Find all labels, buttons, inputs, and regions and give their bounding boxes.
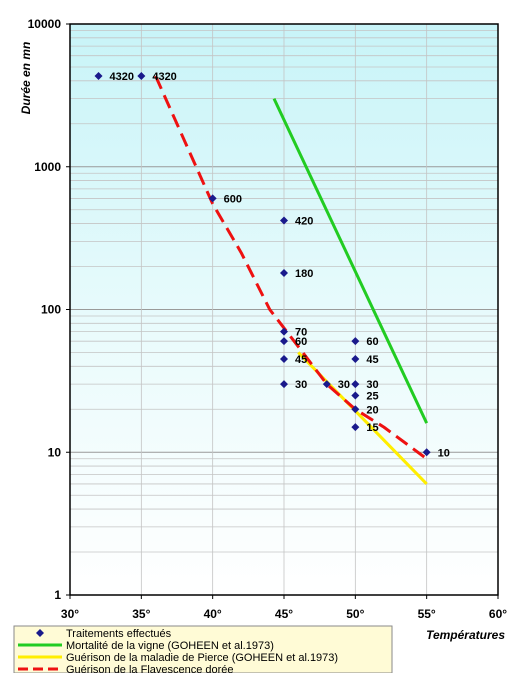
x-tick-label: 50° [346, 607, 364, 621]
y-axis-label: Durée en mn [19, 42, 33, 115]
data-label: 60 [366, 336, 378, 348]
data-label: 30 [295, 379, 307, 391]
y-tick-label: 1 [54, 588, 61, 602]
data-point-traitements [351, 405, 360, 414]
legend-item-pierce: Guérison de la maladie de Pierce (GOHEEN… [18, 652, 338, 664]
legend-label-flavescence: Guérison de la Flavescence dorée [66, 664, 234, 673]
data-point-traitements [208, 194, 217, 203]
y-tick-label: 10000 [28, 17, 62, 31]
x-tick-label: 55° [418, 607, 436, 621]
data-point-traitements [280, 216, 288, 225]
data-label: 30 [338, 379, 350, 391]
data-point-traitements [351, 423, 360, 432]
y-tick-label: 1000 [34, 160, 61, 174]
data-label: 30 [366, 379, 378, 391]
data-point-traitements [422, 448, 431, 457]
data-point-traitements [351, 337, 360, 346]
data-point-traitements [280, 269, 288, 278]
data-point-traitements [280, 327, 288, 336]
data-point-traitements [280, 355, 288, 364]
legend-box [13, 625, 393, 674]
data-label: 420 [295, 216, 313, 228]
data-label: 15 [366, 422, 378, 434]
data-label: 20 [366, 404, 378, 416]
marker-layer [94, 72, 431, 457]
data-label: 45 [366, 354, 378, 366]
x-tick-label: 60° [489, 607, 507, 621]
legend: Traitements effectués Mortalité de la vi… [13, 625, 393, 676]
x-tick-label: 30° [61, 607, 79, 621]
data-label: 45 [295, 354, 307, 366]
data-point-traitements [322, 380, 331, 389]
legend-label-traitements: Traitements effectués [66, 628, 172, 640]
data-point-traitements [94, 72, 103, 81]
x-tick-label: 40° [204, 607, 222, 621]
data-label: 600 [224, 193, 242, 205]
data-point-traitements [351, 355, 360, 364]
data-label: 4320 [110, 71, 134, 83]
data-label: 180 [295, 268, 313, 280]
y-tick-label: 10 [48, 445, 62, 459]
data-point-traitements [137, 72, 146, 81]
legend-item-traitements: Traitements effectués [36, 628, 172, 640]
legend-marker-traitements-icon [36, 629, 44, 637]
x-axis-label: Températures [426, 628, 505, 642]
data-point-traitements [280, 380, 288, 389]
data-label: 60 [295, 336, 307, 348]
data-label: 70 [295, 327, 307, 339]
y-tick-label: 100 [41, 303, 61, 317]
legend-label-mortalite: Mortalité de la vigne (GOHEEN et al.1973… [66, 640, 274, 652]
legend-item-mortalite: Mortalité de la vigne (GOHEEN et al.1973… [18, 640, 274, 652]
x-tick-label: 35° [132, 607, 150, 621]
data-point-traitements [351, 380, 360, 389]
data-label: 25 [366, 390, 378, 402]
data-point-traitements [280, 337, 288, 346]
tick-layer: 30° 35° 40° 45° 50° 55° 60° 1 10 100 1000 10000 [28, 17, 508, 621]
x-tick-label: 45° [275, 607, 293, 621]
data-label: 10 [438, 447, 450, 459]
series-layer [154, 75, 429, 485]
data-label: 4320 [152, 71, 176, 83]
data-point-traitements [351, 391, 360, 400]
legend-label-pierce: Guérison de la maladie de Pierce (GOHEEN… [66, 652, 338, 664]
series-line-flavescence [154, 75, 428, 460]
series-line-mortalite [272, 98, 429, 424]
